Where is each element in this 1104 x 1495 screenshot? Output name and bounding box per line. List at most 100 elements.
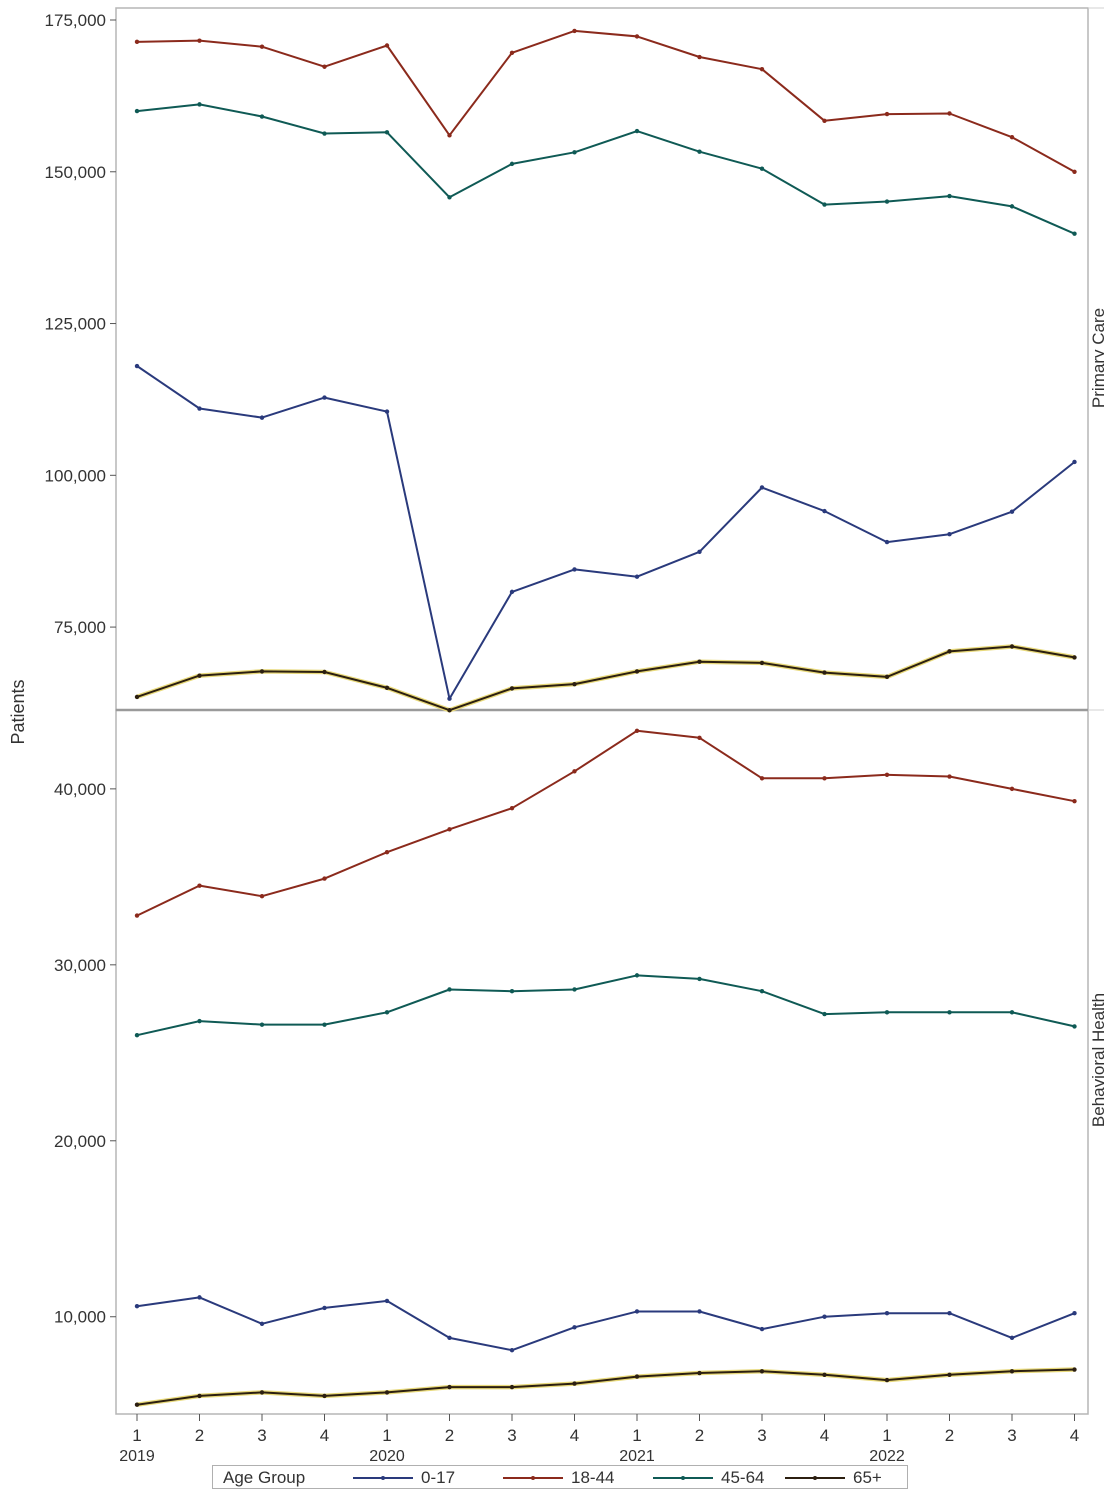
data-point-65-plus [134,1402,140,1407]
data-point-18-44 [384,43,390,48]
data-point-18-44 [509,806,515,811]
data-point-18-44 [447,133,452,138]
data-point-18-44 [259,893,265,899]
y-axis-label: Patients [8,679,28,744]
data-point-65-plus [822,670,827,675]
data-point-18-44 [384,850,390,855]
data-point-0-17 [822,508,827,514]
x-tick-label: 3 [257,1426,266,1445]
year-label: 2020 [369,1448,405,1465]
data-point-18-44 [197,38,202,43]
y-tick-label: 20,000 [54,1132,106,1151]
data-point-18-44 [884,772,890,777]
data-point-18-44 [322,876,327,881]
data-point-45-64 [634,973,640,978]
data-point-45-64 [1009,1010,1015,1015]
series-line-45-64-panel-2 [136,974,1075,1037]
data-point-0-17 [322,1305,327,1311]
data-point-45-64 [197,102,202,107]
series-line-45-64-panel-1 [136,103,1075,235]
data-point-65-plus [572,681,577,687]
year-label: 2019 [119,1448,155,1465]
data-point-18-44 [259,44,265,49]
tick-marks [110,19,1075,1421]
data-point-65-plus [884,1377,890,1383]
data-point-65-plus [322,669,327,675]
series-line-65-plus-panel-2 [136,1368,1075,1406]
data-point-18-44 [134,39,140,45]
data-point-65-plus [572,1381,577,1386]
data-point-18-44 [572,28,577,34]
data-point-45-64 [634,128,640,134]
data-point-0-17 [697,1309,702,1314]
panel-label-behavioral-health: Behavioral Health [1089,993,1104,1127]
data-point-0-17 [384,409,390,414]
data-point-65-plus [697,1370,702,1376]
data-point-18-44 [697,735,702,741]
data-point-45-64 [134,1033,140,1038]
data-point-45-64 [822,1011,827,1017]
data-point-0-17 [134,363,140,369]
y-tick-label: 175,000 [45,11,106,30]
y-tick-label: 75,000 [54,618,106,637]
data-point-65-plus [509,686,515,691]
data-point-0-17 [1009,509,1015,514]
y-tick-label: 10,000 [54,1308,106,1327]
data-point-18-44 [759,776,765,781]
data-point-45-64 [572,987,577,992]
series-lines [134,28,1077,1407]
data-point-65-plus [822,1372,827,1378]
series-halo-65-plus-panel-2 [136,1367,1075,1407]
data-point-18-44 [197,883,202,888]
legend-swatch-0-17 [353,1476,413,1480]
data-point-65-plus [634,1374,640,1379]
series-line-0-17-panel-2 [136,1296,1075,1352]
x-tick-label: 4 [820,1426,829,1445]
data-point-0-17 [259,415,265,420]
plot-frame [115,7,1104,1415]
data-point-45-64 [1072,1024,1077,1029]
x-tick-label: 1 [132,1426,141,1445]
data-point-45-64 [447,987,452,992]
data-point-45-64 [947,193,952,199]
data-point-18-44 [759,66,765,72]
data-point-18-44 [1009,786,1015,792]
data-point-18-44 [134,913,140,918]
legend-label-18-44: 18-44 [571,1468,615,1487]
data-point-65-plus [634,669,640,674]
y-tick-label: 150,000 [45,163,106,182]
year-label: 2022 [869,1448,905,1465]
data-point-45-64 [322,131,327,136]
data-point-0-17 [1072,1311,1077,1316]
data-point-18-44 [572,769,577,774]
data-point-0-17 [509,1347,515,1353]
data-point-0-17 [384,1298,390,1304]
series-line-65-plus-panel-1 [136,645,1075,712]
data-point-18-44 [1009,134,1015,140]
data-point-45-64 [1009,204,1015,209]
x-tick-label: 2 [445,1426,454,1445]
x-tick-label: 3 [1007,1426,1016,1445]
y-tick-label: 40,000 [54,780,106,799]
data-point-18-44 [697,54,702,60]
data-point-0-17 [634,1309,640,1314]
y-tick-label: 100,000 [45,466,106,485]
y-tick-label: 125,000 [45,315,106,334]
data-point-65-plus [1009,644,1015,649]
data-point-45-64 [197,1018,202,1024]
legend-label-45-64: 45-64 [721,1468,765,1487]
x-tick-label: 3 [507,1426,516,1445]
data-point-0-17 [1072,459,1077,465]
data-point-45-64 [697,976,702,982]
data-point-18-44 [509,50,515,55]
data-point-0-17 [822,1314,827,1319]
data-point-0-17 [572,1325,577,1330]
data-point-18-44 [634,34,640,39]
series-line-18-44-panel-1 [136,29,1075,173]
data-point-45-64 [259,114,265,119]
data-point-65-plus [197,673,202,678]
data-point-45-64 [572,150,577,155]
x-tick-label: 4 [570,1426,579,1445]
data-point-65-plus [384,685,390,690]
